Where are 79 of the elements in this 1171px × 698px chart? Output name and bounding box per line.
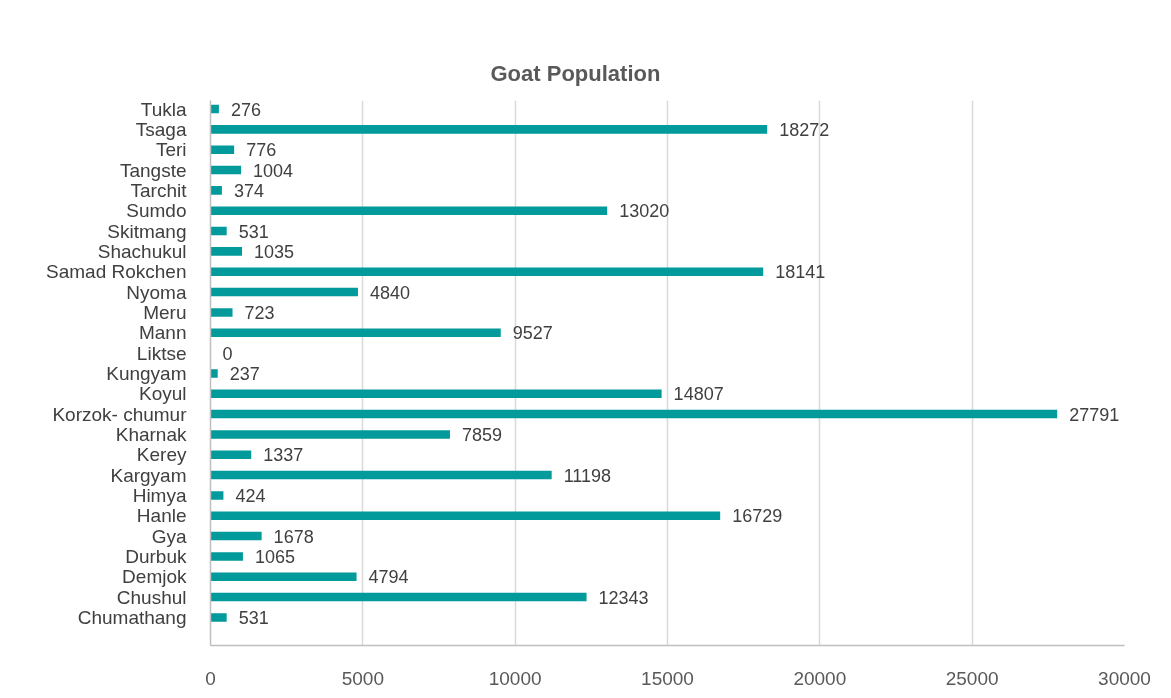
bar xyxy=(210,267,764,276)
data-label: 531 xyxy=(238,221,269,242)
bar xyxy=(210,430,450,439)
y-tick-label: Koyul xyxy=(138,383,187,405)
y-tick-label: Gya xyxy=(151,525,187,547)
y-tick-label: Mann xyxy=(138,322,187,344)
data-label: 1004 xyxy=(253,160,294,181)
y-tick-label: Teri xyxy=(155,139,187,161)
bar xyxy=(210,369,218,378)
data-label: 11198 xyxy=(563,465,612,486)
y-tick-label: Korzok- chumur xyxy=(52,403,188,425)
data-label: 7859 xyxy=(461,424,502,445)
x-tick-label: 25000 xyxy=(945,667,999,689)
y-tick-label: Tsaga xyxy=(135,118,187,140)
data-label: 1035 xyxy=(254,241,295,262)
bar xyxy=(210,450,252,460)
bar xyxy=(210,470,552,480)
data-label: 276 xyxy=(230,99,261,120)
bar xyxy=(210,125,768,134)
x-tick-label: 15000 xyxy=(641,667,694,689)
data-label: 237 xyxy=(229,363,260,384)
y-tick-label: Kungyam xyxy=(106,362,187,384)
bar xyxy=(210,145,235,154)
y-tick-label: Nyoma xyxy=(126,281,187,303)
data-label: 4840 xyxy=(369,282,411,303)
data-label: 1678 xyxy=(273,526,314,547)
bar xyxy=(210,186,222,195)
y-tick-label: Tukla xyxy=(140,98,187,120)
bar xyxy=(210,165,242,175)
bar xyxy=(210,592,587,602)
x-tick-label: 30000 xyxy=(1098,667,1151,689)
bar xyxy=(210,308,233,317)
bar xyxy=(210,531,262,541)
y-tick-label: Kerey xyxy=(136,444,187,466)
y-tick-label: Tangste xyxy=(119,159,187,181)
data-label: 12343 xyxy=(598,587,649,608)
bar xyxy=(210,226,227,236)
y-tick-label: Chushul xyxy=(116,586,187,608)
data-label: 13020 xyxy=(619,201,670,222)
data-label: 1337 xyxy=(263,445,304,466)
y-tick-label: Kharnak xyxy=(115,423,187,445)
bar xyxy=(210,552,243,561)
y-tick-label: Chumathang xyxy=(77,606,187,628)
y-tick-label: Liktse xyxy=(136,342,187,364)
data-label: 0 xyxy=(222,343,233,364)
y-tick-label: Hanle xyxy=(136,505,187,527)
data-label: 723 xyxy=(244,302,275,323)
bar xyxy=(210,491,224,500)
data-label: 16729 xyxy=(732,506,783,527)
data-label: 1065 xyxy=(254,546,295,567)
x-tick-label: 5000 xyxy=(341,667,384,689)
bar xyxy=(210,287,358,297)
data-label: 776 xyxy=(246,140,277,161)
y-tick-label: Samad Rokchen xyxy=(46,261,187,283)
data-label: 18272 xyxy=(779,119,830,140)
bar xyxy=(210,511,721,521)
data-label: 531 xyxy=(238,607,269,628)
data-label: 9527 xyxy=(512,323,553,344)
bar xyxy=(210,247,243,256)
chart-title: Goat Population xyxy=(490,60,661,86)
y-tick-label: Sumdo xyxy=(126,200,187,222)
data-label: 374 xyxy=(233,180,264,201)
bar xyxy=(210,409,1058,419)
bar xyxy=(210,206,608,215)
data-label: 424 xyxy=(235,485,266,506)
x-tick-label: 0 xyxy=(205,667,216,689)
data-label: 4794 xyxy=(368,567,409,588)
bar xyxy=(210,328,501,338)
data-label: 18141 xyxy=(775,262,826,283)
bar xyxy=(210,613,227,622)
bar xyxy=(210,389,662,399)
x-tick-label: 20000 xyxy=(793,667,847,689)
y-tick-label: Demjok xyxy=(122,566,187,588)
data-label: 27791 xyxy=(1069,404,1120,425)
y-tick-label: Kargyam xyxy=(110,464,187,486)
x-tick-label: 10000 xyxy=(488,667,542,689)
data-label: 14807 xyxy=(673,384,724,405)
bar xyxy=(210,572,357,582)
y-tick-label: Skitmang xyxy=(107,220,187,242)
